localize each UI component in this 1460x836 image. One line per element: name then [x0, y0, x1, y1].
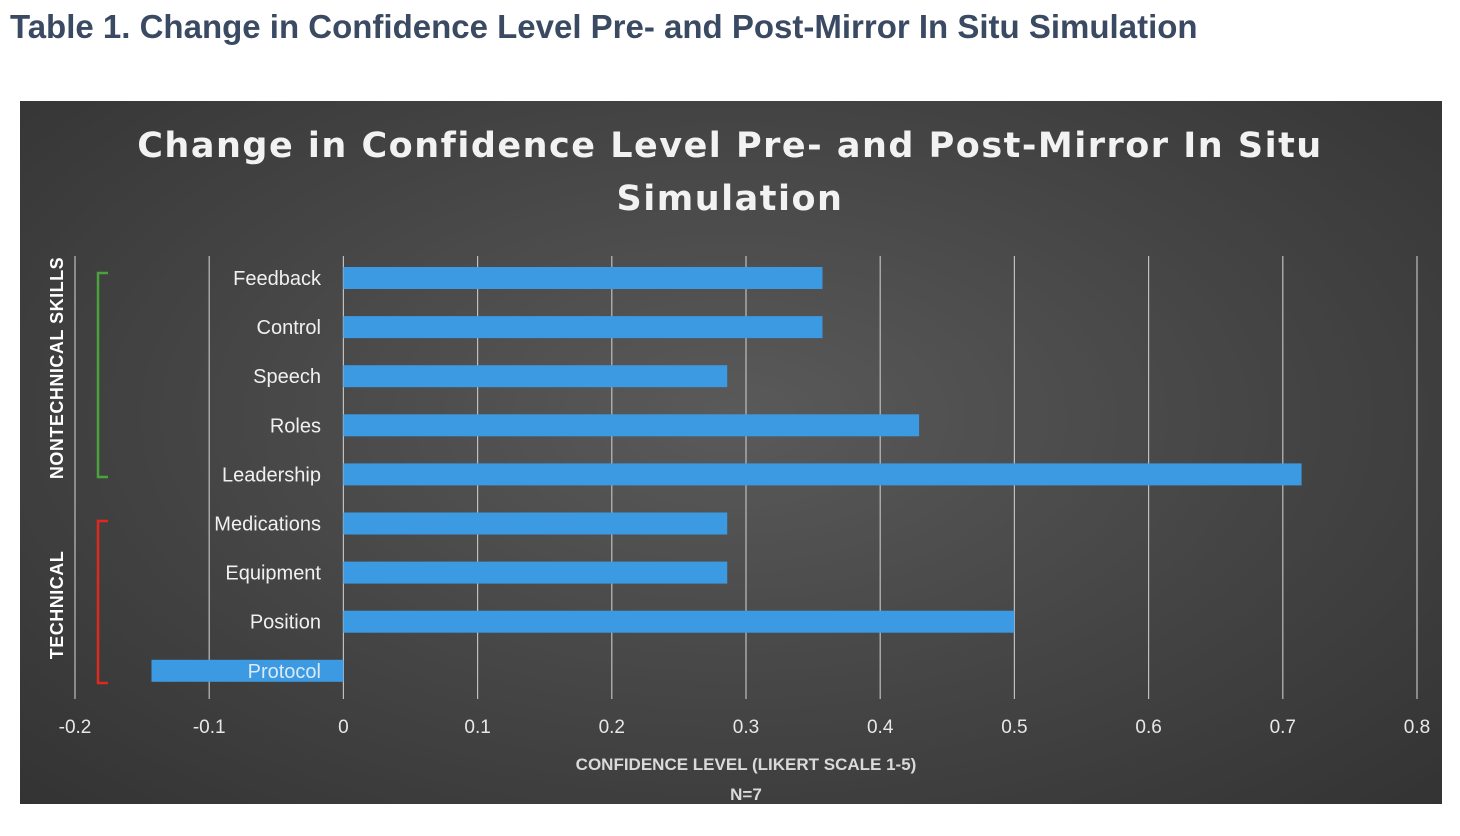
table-caption: Table 1. Change in Confidence Level Pre-…: [10, 8, 1198, 45]
chart-title-line2: Simulation: [617, 179, 844, 219]
group-label-nontechnical-skills: NONTECHNICAL SKILLS: [47, 257, 67, 479]
bar-feedback: [343, 267, 823, 289]
x-tick-label-9: 0.7: [1270, 717, 1296, 738]
x-tick-label-0: -0.2: [59, 717, 92, 738]
x-axis-title: CONFIDENCE LEVEL (LIKERT SCALE 1-5): [576, 755, 917, 774]
category-label-control: Control: [257, 317, 321, 339]
bar-leadership: [343, 463, 1302, 486]
category-label-roles: Roles: [270, 415, 321, 437]
bar-position: [343, 610, 1015, 633]
category-label-leadership: Leadership: [222, 464, 321, 486]
bar-control: [343, 316, 823, 339]
x-tick-label-1: -0.1: [193, 717, 226, 738]
x-tick-label-2: 0: [338, 717, 349, 738]
group-bracket-nontechnical-skills: [96, 271, 108, 479]
category-label-position: Position: [250, 612, 321, 634]
category-label-medications: Medications: [214, 514, 321, 536]
bar-chart: Change in Confidence Level Pre- and Post…: [47, 126, 1430, 804]
chart-title-line1: Change in Confidence Level Pre- and Post…: [137, 126, 1322, 166]
x-tick-label-10: 0.8: [1404, 717, 1430, 738]
category-label-equipment: Equipment: [225, 563, 321, 585]
bar-medications: [343, 512, 728, 535]
category-label-feedback: Feedback: [233, 268, 322, 290]
x-tick-label-8: 0.6: [1135, 717, 1161, 738]
x-tick-label-7: 0.5: [1001, 717, 1027, 738]
category-label-protocol: Protocol: [248, 661, 321, 683]
bar-equipment: [343, 561, 728, 584]
category-label-speech: Speech: [253, 366, 321, 388]
x-tick-label-4: 0.2: [599, 717, 625, 738]
group-bracket-technical: [96, 519, 108, 685]
x-axis-subtitle: N=7: [730, 785, 762, 804]
group-label-technical: TECHNICAL: [47, 551, 67, 660]
x-tick-label-3: 0.1: [464, 717, 490, 738]
chart-panel: Change in Confidence Level Pre- and Post…: [20, 101, 1442, 804]
bar-protocol: [151, 659, 344, 682]
x-tick-label-5: 0.3: [733, 717, 759, 738]
bar-roles: [343, 414, 920, 437]
x-tick-label-6: 0.4: [867, 717, 894, 738]
bar-speech: [343, 365, 728, 388]
